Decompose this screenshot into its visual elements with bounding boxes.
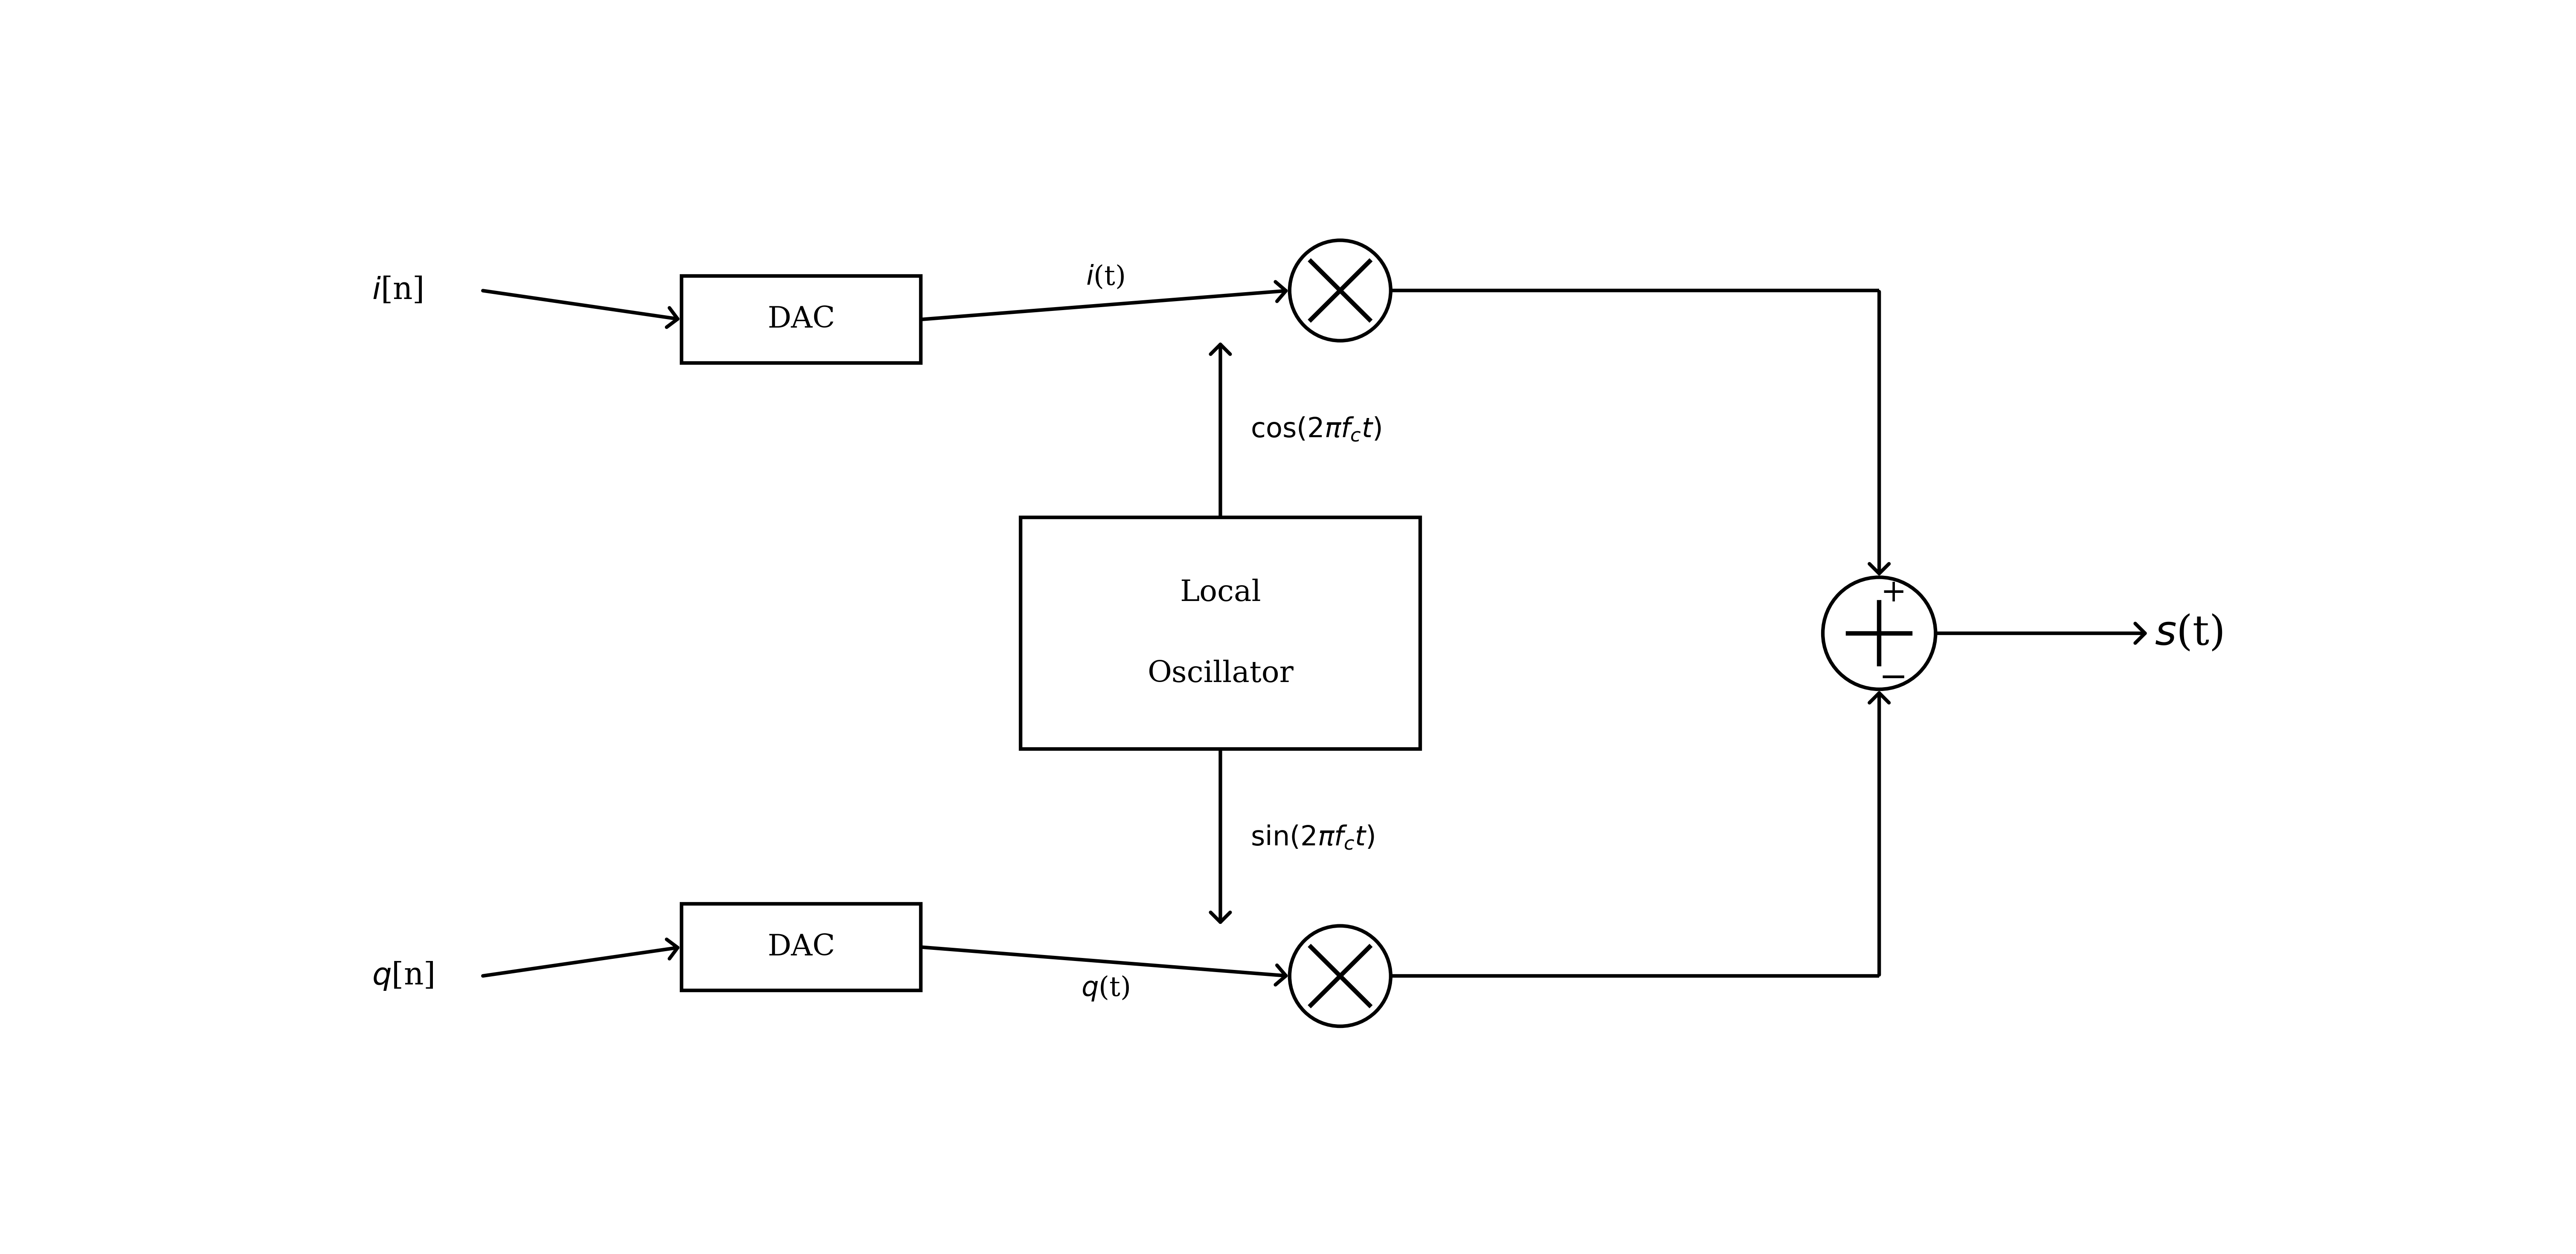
Text: +: +	[1880, 578, 1906, 608]
Text: Oscillator: Oscillator	[1146, 660, 1293, 688]
Text: $\mathit{i}$(t): $\mathit{i}$(t)	[1087, 263, 1126, 291]
Text: $\mathit{q}$[n]: $\mathit{q}$[n]	[371, 961, 433, 992]
Text: Local: Local	[1180, 578, 1262, 607]
Ellipse shape	[1291, 925, 1391, 1026]
Bar	[680, 904, 922, 991]
Text: $\mathrm{cos}(2\pi f_c t)$: $\mathrm{cos}(2\pi f_c t)$	[1249, 415, 1381, 443]
Ellipse shape	[1291, 241, 1391, 341]
Text: DAC: DAC	[768, 933, 835, 962]
Text: $\mathit{i}$[n]: $\mathit{i}$[n]	[371, 276, 422, 306]
Text: $\mathrm{sin}(2\pi f_c t)$: $\mathrm{sin}(2\pi f_c t)$	[1249, 824, 1376, 851]
Bar	[680, 276, 922, 362]
Text: DAC: DAC	[768, 305, 835, 334]
Bar	[1020, 518, 1419, 749]
Ellipse shape	[1824, 577, 1935, 690]
Text: −: −	[1878, 661, 1909, 695]
Text: $\mathit{q}$(t): $\mathit{q}$(t)	[1082, 974, 1128, 1002]
Text: $\mathit{s}$(t): $\mathit{s}$(t)	[2154, 613, 2223, 653]
